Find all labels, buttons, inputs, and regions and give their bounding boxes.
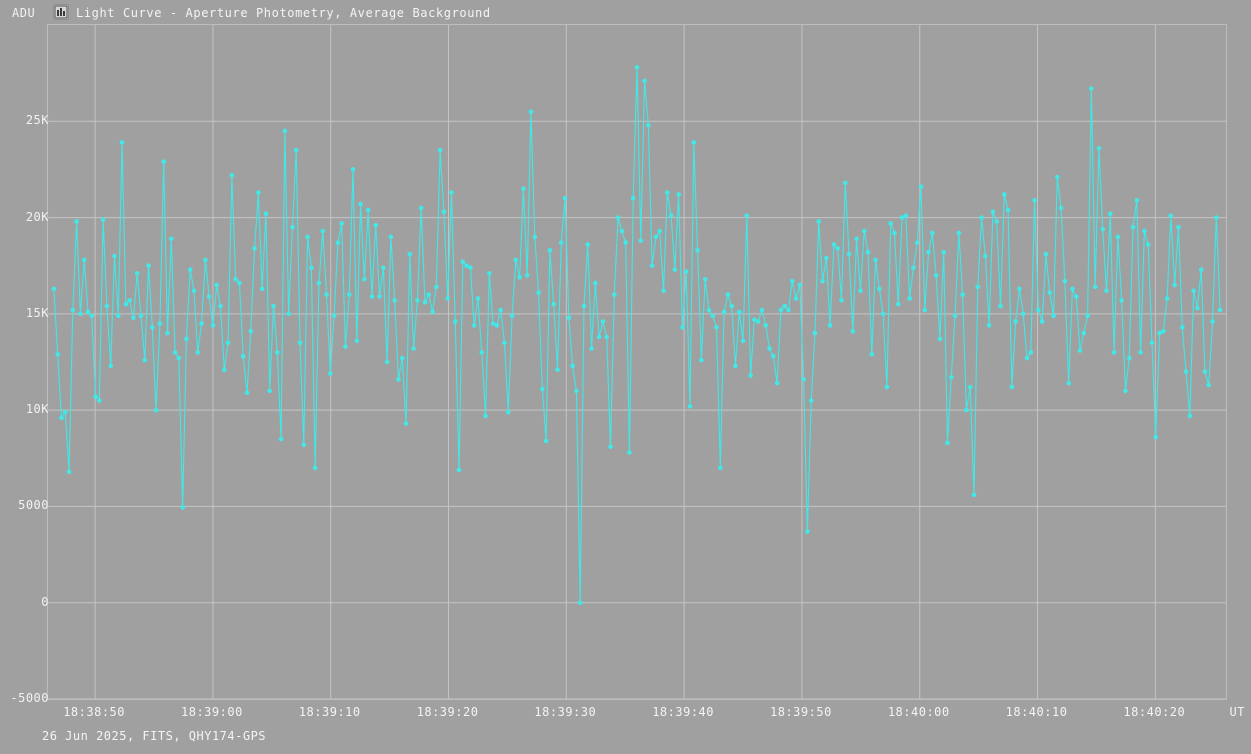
x-axis-tick-label: 18:39:50 xyxy=(770,705,832,719)
y-axis-tick-label: 10K xyxy=(25,402,49,417)
x-axis-tick-label: 18:40:10 xyxy=(1005,705,1068,719)
x-axis-tick-label: 18:39:40 xyxy=(652,705,715,719)
x-axis-tick-label: 18:39:30 xyxy=(534,705,597,719)
x-axis-tick-label: 18:40:00 xyxy=(887,705,950,719)
chart-window-icon[interactable] xyxy=(53,4,69,20)
light-curve-svg xyxy=(48,25,1226,699)
y-axis-tick-label: 15K xyxy=(25,305,49,320)
x-axis-tick-label: 18:39:20 xyxy=(416,705,479,719)
gridlines xyxy=(48,25,1226,699)
y-axis-tick-label: 5000 xyxy=(18,498,49,513)
series-markers xyxy=(51,65,1223,606)
y-axis-tick-label: 25K xyxy=(25,113,49,128)
y-axis-tick-label: 0 xyxy=(41,594,49,609)
x-axis-tick-label: 18:39:00 xyxy=(181,705,243,719)
x-axis-tick-label: 18:38:50 xyxy=(63,705,126,719)
y-axis-tick-label: -5000 xyxy=(10,691,49,705)
footer-caption: 26 Jun 2025, FITS, QHY174-GPS xyxy=(42,729,267,743)
page-title: Light Curve - Aperture Photometry, Avera… xyxy=(76,6,491,20)
plot-area[interactable] xyxy=(47,24,1227,700)
y-axis-unit-label: ADU xyxy=(12,6,36,20)
x-axis-tick-label: 18:40:20 xyxy=(1123,705,1186,719)
x-axis-tick-label: 18:39:10 xyxy=(298,705,361,719)
series-line xyxy=(53,67,1221,603)
x-axis-unit-label: UT xyxy=(1229,705,1245,719)
y-axis-tick-label: 20K xyxy=(25,209,49,224)
